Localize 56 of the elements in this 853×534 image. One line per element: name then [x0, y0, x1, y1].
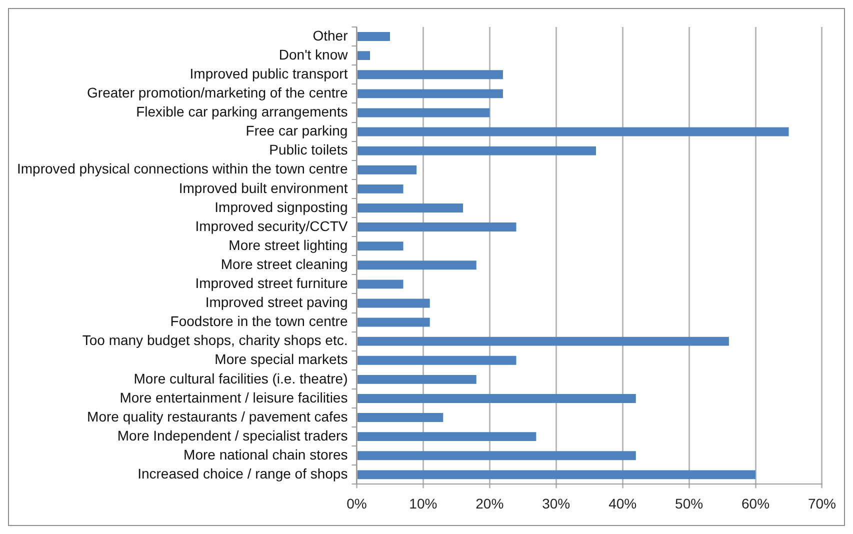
- bar: [357, 184, 404, 194]
- bar: [357, 32, 390, 41]
- bar: [357, 70, 503, 80]
- y-tick-label: Foodstore in the town centre: [170, 313, 348, 330]
- bar: [357, 336, 729, 346]
- y-tick-label: Increased choice / range of shops: [138, 466, 348, 482]
- x-tick-label: 60%: [742, 495, 770, 512]
- y-tick-label: Flexible car parking arrangements: [136, 104, 348, 120]
- x-tick-label: 40%: [608, 495, 637, 512]
- bar: [357, 413, 444, 422]
- y-tick-label: More quality restaurants / pavement cafes: [87, 408, 348, 424]
- bar: [357, 165, 417, 174]
- y-tick-label: Improved physical connections within the town centre: [16, 160, 348, 177]
- bar: [357, 222, 516, 232]
- x-tick-label: 20%: [476, 495, 504, 512]
- bar: [357, 242, 404, 251]
- bar: [357, 108, 490, 118]
- y-tick-label: More national chain stores: [184, 446, 348, 462]
- x-tick-label: 70%: [808, 495, 836, 512]
- y-tick-label: Improved built environment: [178, 180, 348, 196]
- y-tick-label: More street cleaning: [220, 256, 348, 272]
- bar: [357, 127, 789, 136]
- x-tick-label: 30%: [542, 495, 570, 512]
- bar: [357, 280, 404, 289]
- bar: [357, 318, 430, 327]
- bar: [357, 394, 636, 403]
- y-tick-label: Improved public transport: [190, 65, 348, 82]
- bar: [357, 470, 756, 480]
- y-tick-label: More cultural facilities (i.e. theatre): [134, 370, 348, 386]
- bar: [357, 451, 636, 460]
- y-tick-label: More special markets: [214, 351, 348, 368]
- bar: [357, 356, 516, 365]
- bar: [357, 146, 596, 156]
- bar: [357, 432, 536, 442]
- bar: [357, 374, 476, 384]
- x-tick-label: 50%: [675, 495, 704, 512]
- bar: [357, 89, 503, 98]
- bar: [357, 298, 430, 308]
- x-tick-label: 0%: [346, 495, 367, 512]
- y-tick-label: Improved street paving: [205, 294, 348, 310]
- y-tick-label: Improved signposting: [214, 198, 348, 215]
- y-tick-label: Improved security/CCTV: [195, 218, 348, 234]
- y-tick-label: Greater promotion/marketing of the centre: [87, 84, 348, 101]
- y-tick-label: Free car parking: [246, 122, 348, 139]
- bar: [357, 260, 476, 270]
- y-tick-label: More street lighting: [228, 236, 348, 253]
- y-tick-label: More entertainment / leisure facilities: [120, 389, 348, 406]
- x-tick-label: 10%: [409, 495, 438, 512]
- y-tick-label: More Independent / specialist traders: [117, 427, 348, 444]
- y-tick-label: Too many budget shops, charity shops etc.: [82, 332, 348, 348]
- y-tick-label: Public toilets: [269, 142, 348, 158]
- bar: [357, 51, 370, 60]
- y-tick-label: Don't know: [278, 46, 349, 62]
- y-tick-label: Other: [312, 27, 348, 44]
- bar: [357, 204, 464, 212]
- y-tick-label: Improved street furniture: [195, 275, 348, 292]
